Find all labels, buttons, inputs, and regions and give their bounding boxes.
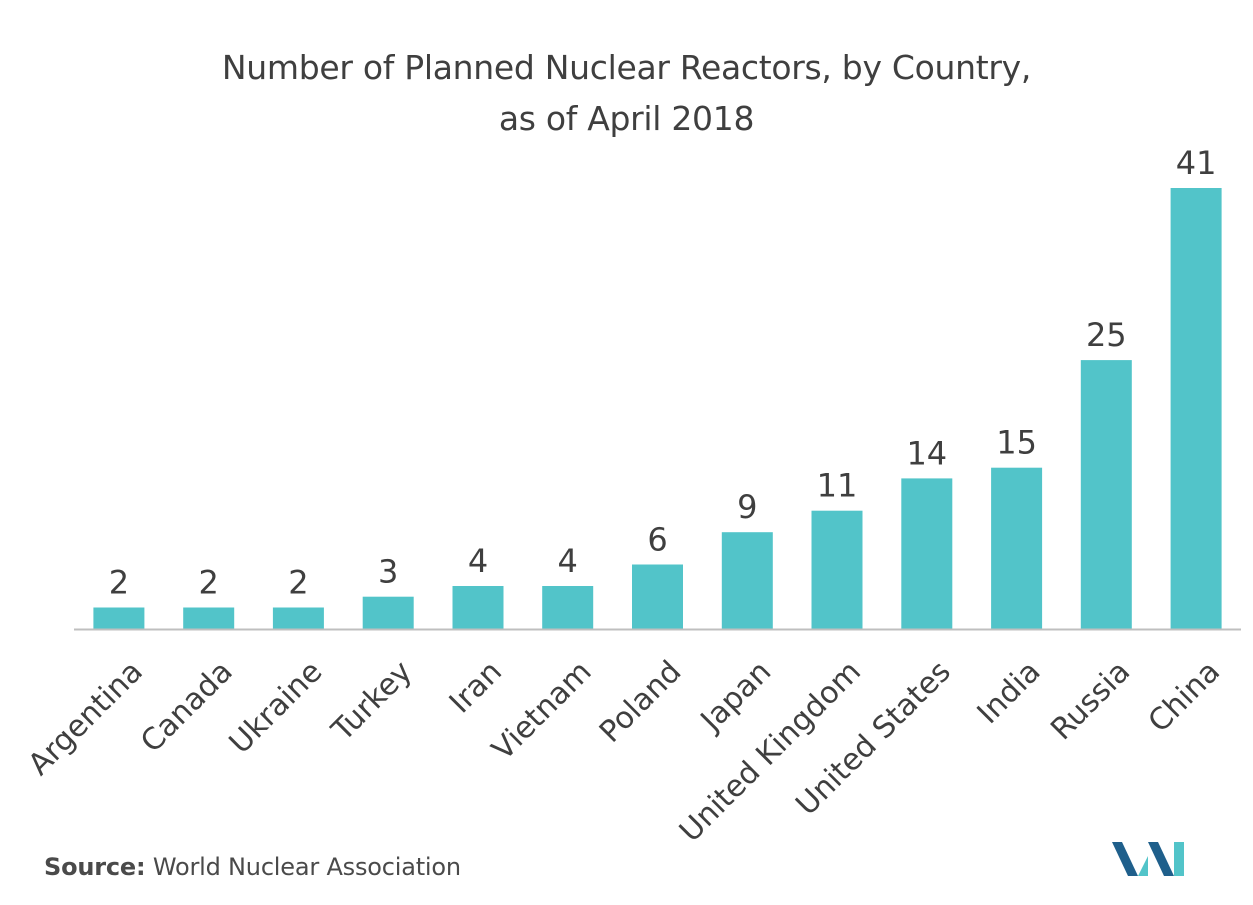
category-label: United States bbox=[789, 654, 957, 822]
logo-shape-mid-light bbox=[1128, 856, 1148, 876]
bar-russia bbox=[1080, 360, 1132, 629]
category-label: China bbox=[1142, 654, 1227, 739]
category-label: Iran bbox=[443, 654, 509, 720]
value-label: 14 bbox=[906, 434, 947, 472]
category-label: Ukraine bbox=[223, 654, 330, 761]
bar-turkey bbox=[362, 596, 414, 629]
source-text: World Nuclear Association bbox=[152, 853, 461, 881]
logo-shape-mid-dark bbox=[1148, 842, 1174, 876]
value-label: 15 bbox=[996, 424, 1037, 462]
source-label: Source: bbox=[44, 853, 146, 881]
bar-japan bbox=[721, 532, 773, 629]
bar-poland bbox=[632, 564, 683, 629]
value-label: 2 bbox=[199, 564, 219, 602]
category-label: Canada bbox=[134, 654, 239, 759]
logo-shape-right bbox=[1174, 842, 1184, 876]
logo-shape-left bbox=[1112, 842, 1138, 876]
bar-iran bbox=[452, 586, 504, 629]
category-label: India bbox=[971, 654, 1048, 731]
bar-argentina bbox=[93, 607, 145, 629]
category-label: Turkey bbox=[325, 654, 419, 748]
bar-china bbox=[1170, 188, 1222, 629]
value-label: 41 bbox=[1176, 144, 1217, 182]
value-label: 4 bbox=[468, 542, 488, 580]
bars-group bbox=[93, 188, 1222, 629]
value-label: 2 bbox=[109, 564, 129, 602]
bar-united-states bbox=[901, 478, 953, 629]
category-label: Argentina bbox=[22, 654, 150, 782]
bar-united-kingdom bbox=[811, 510, 863, 629]
value-label: 11 bbox=[817, 467, 858, 505]
category-label: Vietnam bbox=[485, 654, 598, 767]
bar-ukraine bbox=[272, 607, 324, 629]
category-label: Poland bbox=[593, 654, 689, 750]
category-label: Russia bbox=[1044, 654, 1137, 747]
value-label: 3 bbox=[378, 553, 398, 591]
source-note: Source: World Nuclear Association bbox=[44, 853, 461, 881]
value-label: 6 bbox=[647, 521, 667, 559]
bar-india bbox=[991, 467, 1043, 629]
brand-logo bbox=[1112, 842, 1184, 876]
value-labels-group: 2 2 2 3 4 4 6 9 11 14 15 25 41 bbox=[109, 144, 1217, 602]
value-label: 4 bbox=[558, 542, 578, 580]
category-label: Japan bbox=[693, 654, 778, 739]
value-label: 25 bbox=[1086, 316, 1127, 354]
chart-subtitle: as of April 2018 bbox=[498, 99, 755, 138]
bar-vietnam bbox=[542, 586, 594, 629]
chart-title: Number of Planned Nuclear Reactors, by C… bbox=[221, 48, 1032, 87]
bar-canada bbox=[183, 607, 235, 629]
value-label: 9 bbox=[737, 488, 757, 526]
value-label: 2 bbox=[288, 564, 308, 602]
